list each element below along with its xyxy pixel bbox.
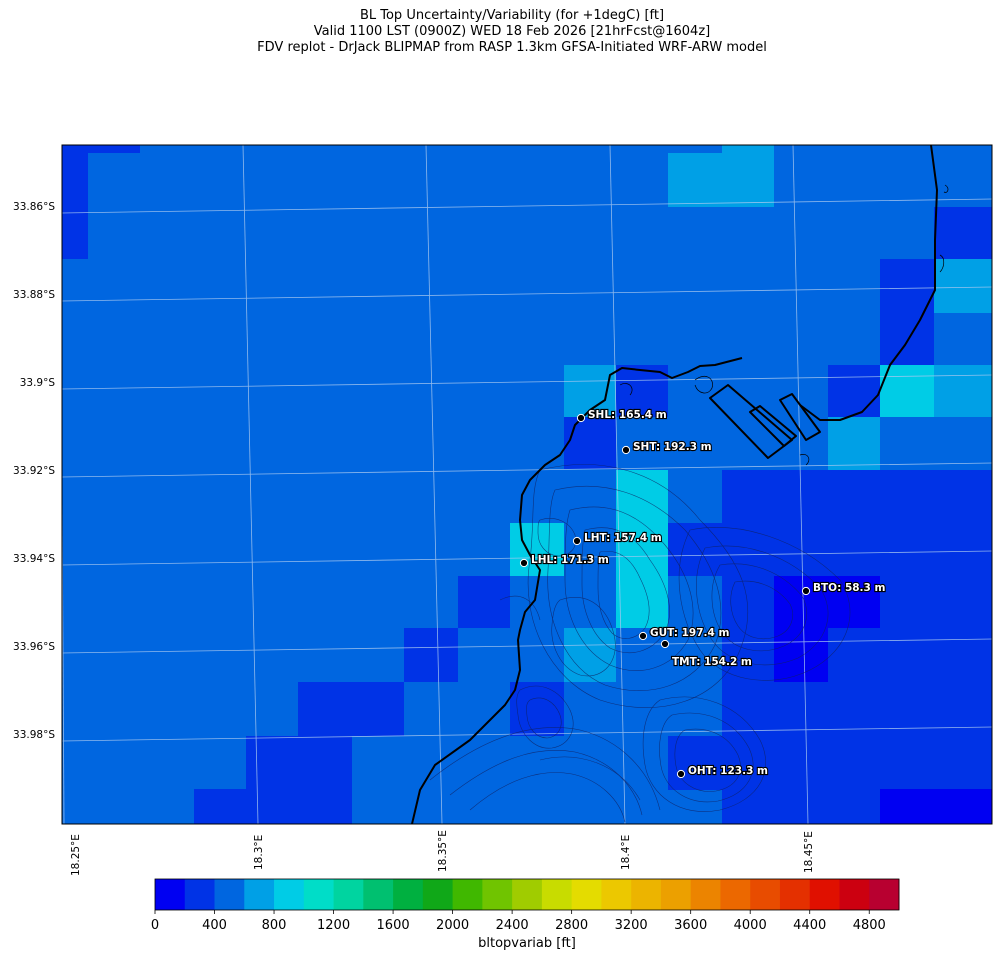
station-sht[interactable]: SHT: 192.3 m xyxy=(621,440,713,454)
station-gut[interactable]: GUT: 197.4 m xyxy=(638,626,731,641)
field-cells xyxy=(62,145,992,824)
lat-label: 33.92°S xyxy=(13,465,55,477)
station-oht[interactable]: OHT: 123.3 m xyxy=(676,764,769,779)
station-shl[interactable]: SHL: 165.4 m xyxy=(576,408,668,422)
title-line-2: Valid 1100 LST (0900Z) WED 18 Feb 2026 [… xyxy=(313,24,711,39)
lat-label: 33.88°S xyxy=(13,289,55,301)
map-title: BL Top Uncertainty/Variability (for +1de… xyxy=(0,8,1001,56)
station-label: SHL: 165.4 m xyxy=(588,409,667,421)
terrain-contours xyxy=(429,464,851,823)
colorbar-tick-label: 1600 xyxy=(376,918,410,933)
station-label: TMT: 154.2 m xyxy=(672,656,752,668)
colorbar xyxy=(155,879,900,910)
colorbar-swatch xyxy=(274,879,305,910)
colorbar-swatch xyxy=(155,879,186,910)
colorbar-swatch xyxy=(601,879,632,910)
colorbar-swatch xyxy=(750,879,781,910)
station-lhl[interactable]: LHL: 171.3 m xyxy=(519,553,610,568)
lat-label: 33.98°S xyxy=(13,729,55,741)
title-line-3: FDV replot - DrJack BLIPMAP from RASP 1.… xyxy=(257,40,767,55)
colorbar-swatch xyxy=(214,879,245,910)
map-frame xyxy=(61,144,993,825)
colorbar-tick-label: 400 xyxy=(202,918,227,933)
colorbar-tick-label: 4800 xyxy=(852,918,886,933)
colorbar-swatch xyxy=(720,879,751,910)
colorbar-swatch xyxy=(482,879,513,910)
colorbar-tick-label: 1200 xyxy=(317,918,351,933)
lat-label: 33.9°S xyxy=(19,377,55,389)
colorbar-swatch xyxy=(422,879,453,910)
lat-label: 33.86°S xyxy=(13,201,55,213)
coastline xyxy=(411,145,938,824)
colorbar-swatch xyxy=(869,879,900,910)
colorbar-tick-label: 3200 xyxy=(614,918,648,933)
colorbar-ticks xyxy=(154,910,870,914)
lon-label: 18.45°E xyxy=(803,831,815,873)
colorbar-swatch xyxy=(452,879,483,910)
station-label: LHT: 157.4 m xyxy=(584,532,662,544)
colorbar-tick-label: 2000 xyxy=(436,918,470,933)
colorbar-swatch xyxy=(184,879,215,910)
station-label: LHL: 171.3 m xyxy=(531,554,609,566)
colorbar-tick-label: 2400 xyxy=(495,918,529,933)
colorbar-swatch xyxy=(541,879,573,910)
colorbar-frame xyxy=(154,878,900,911)
lon-label: 18.3°E xyxy=(253,834,265,870)
colorbar-swatch xyxy=(631,879,662,910)
colorbar-swatch xyxy=(779,879,811,910)
colorbar-swatch xyxy=(809,879,840,910)
colorbar-swatch xyxy=(393,879,424,910)
colorbar-tick-label: 4400 xyxy=(793,918,827,933)
lon-label: 18.4°E xyxy=(620,834,632,870)
colorbar-tick-label: 3600 xyxy=(674,918,708,933)
colorbar-swatch xyxy=(660,879,692,910)
colorbar-tick-label: 2800 xyxy=(555,918,589,933)
colorbar-swatch xyxy=(333,879,364,910)
lat-label: 33.96°S xyxy=(13,641,55,653)
harbour-detail xyxy=(619,184,949,466)
title-line-1: BL Top Uncertainty/Variability (for +1de… xyxy=(359,8,665,23)
colorbar-tick-label: 800 xyxy=(261,918,287,933)
station-tmt[interactable]: TMT: 154.2 m xyxy=(660,639,753,669)
colorbar-axis-label: bltopvariab [ft] xyxy=(478,936,576,951)
colorbar-tick-label: 0 xyxy=(150,918,160,933)
colorbar-swatch xyxy=(512,879,543,910)
station-label: SHT: 192.3 m xyxy=(633,441,712,453)
colorbar-swatch xyxy=(839,879,870,910)
colorbar-swatch xyxy=(303,879,334,910)
station-lht[interactable]: LHT: 157.4 m xyxy=(572,531,663,546)
graticule xyxy=(62,145,992,824)
station-label: GUT: 197.4 m xyxy=(650,627,729,639)
lon-label: 18.25°E xyxy=(70,834,82,876)
colorbar-tick-label: 4000 xyxy=(733,918,767,933)
lon-label: 18.35°E xyxy=(437,830,449,872)
colorbar-swatch xyxy=(690,879,721,910)
stations-layer: SHL: 165.4 m SHT: 192.3 m LHT: 157.4 m L… xyxy=(519,408,887,779)
colorbar-swatch xyxy=(571,879,602,910)
station-label: BTO: 58.3 m xyxy=(813,582,886,594)
station-label: OHT: 123.3 m xyxy=(688,765,768,777)
station-bto[interactable]: BTO: 58.3 m xyxy=(801,581,887,596)
lat-label: 33.94°S xyxy=(13,553,55,565)
colorbar-swatch xyxy=(363,879,394,910)
colorbar-swatch xyxy=(244,879,275,910)
